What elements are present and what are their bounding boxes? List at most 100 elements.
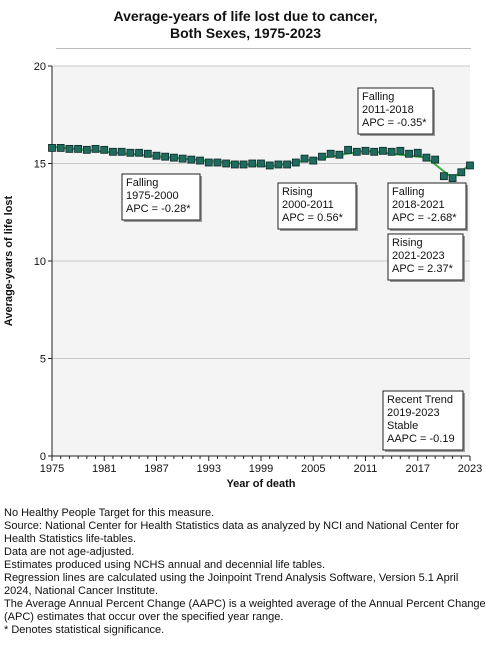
annotation-text: APC = -0.28* [126,203,191,215]
x-tick-label: 1975 [40,463,64,475]
trend-segment [425,156,454,179]
x-tick-label: 1987 [144,463,168,475]
data-point [135,148,143,157]
data-point [265,161,274,170]
y-tick-label: 10 [34,256,46,268]
data-point [170,153,178,162]
data-point [283,160,292,169]
annotation-frame [357,87,434,135]
y-tick-label: 0 [40,451,46,463]
footnote: Data are not age-adjusted. [4,546,135,558]
chart-title: Average-years of life lost due to cancer… [0,8,491,42]
data-point [91,144,100,153]
data-point [257,159,265,168]
data-point [361,146,370,155]
data-point [396,146,405,155]
annotation-frame [382,390,464,451]
annotation-frame [387,182,467,230]
data-point [100,145,109,154]
data-point [178,154,187,163]
data-point [82,145,91,154]
footnote: * Denotes statistical significance. [4,624,165,636]
data-point [457,168,466,177]
data-point [117,147,126,156]
annotation-text: Falling [362,91,394,103]
data-point [213,158,222,167]
y-tick-label: 5 [40,354,46,366]
data-point [239,160,248,169]
data-point [379,146,387,155]
data-point [326,149,335,158]
data-point [109,147,117,156]
annotation-text: APC = 2.37* [392,263,454,275]
annotation-text: Recent Trend [387,394,453,406]
data-point [300,154,309,163]
data-point [65,144,74,153]
data-point [152,151,161,160]
annotation-text: 2000-2011 [282,199,334,211]
x-tick-label: 2005 [301,463,325,475]
data-point [126,148,135,157]
annotation-text: AAPC = -0.19 [387,433,455,445]
data-point [74,144,83,153]
data-point [291,158,300,167]
data-point [448,174,457,183]
annotation-text: Stable [387,420,418,432]
footnote: Source: National Center for Health Stati… [4,520,459,545]
data-point [161,152,170,161]
x-tick-label: 2017 [406,463,430,475]
data-point [248,159,257,168]
y-tick-label: 15 [34,159,46,171]
data-point [370,147,379,156]
chart-svg: 1975 1981 1987 1993 1999 2005 2011 2017 2023 0 5 1… [3,61,482,490]
footnote: Regression lines are calculated using th… [4,572,459,597]
annotation-text: Falling [392,186,424,198]
data-point [187,155,196,164]
data-point [196,156,204,165]
data-point [56,143,65,152]
annotation-frame [387,233,464,281]
chart-title-line-1: Average-years of life lost due to cancer… [113,8,378,24]
annotation-text: Rising [392,237,423,249]
footnotes: No Healthy People Target for this measur… [4,507,488,637]
data-point [422,153,431,162]
footnote: Estimates produced using NCHS annual and… [4,559,326,571]
annotation-text: Falling [126,177,158,189]
data-points [48,143,474,183]
annotation-text: 2018-2021 [392,199,445,211]
data-point [344,145,352,154]
data-point [222,159,231,168]
data-point [431,155,440,164]
data-point [387,147,396,156]
data-point [318,152,326,161]
y-tick-label: 20 [34,61,46,73]
data-point [439,172,448,181]
annotation-text: 2019-2023 [387,407,440,419]
x-tick-label: 1993 [197,463,221,475]
data-point [466,161,474,170]
x-tick-label: 1981 [92,463,116,475]
data-point [309,156,318,165]
annotation-text: APC = 0.56* [282,212,344,224]
x-tick-label: 1999 [249,463,273,475]
x-tick-label: 2011 [354,463,378,475]
data-point [230,160,239,169]
x-tick-label: 2023 [458,463,482,475]
footnote: The Average Annual Percent Change (AAPC)… [4,598,486,623]
data-point [352,147,361,156]
annotation-text: Rising [282,186,313,198]
annotation-text: 2021-2023 [392,250,445,262]
annotation-frame [277,182,357,230]
y-axis-ticks: 0 5 10 15 20 [34,61,52,463]
data-point [413,148,422,157]
x-axis-title: Year of death [226,478,295,490]
annotation-text: APC = -2.68* [392,212,457,224]
data-point [48,143,56,152]
